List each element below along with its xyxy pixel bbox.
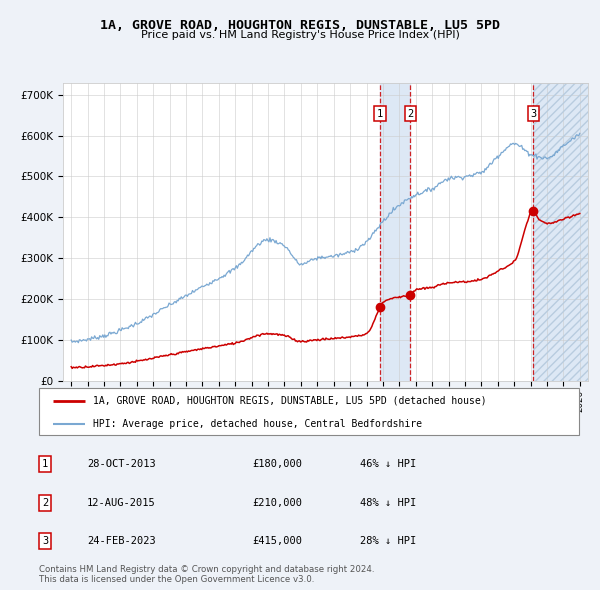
Bar [533, 83, 588, 381]
Text: 2: 2 [42, 498, 48, 507]
Text: 46% ↓ HPI: 46% ↓ HPI [360, 460, 416, 469]
Text: 2: 2 [407, 109, 413, 119]
Bar [533, 83, 588, 381]
Bar [380, 83, 410, 381]
Text: £415,000: £415,000 [252, 536, 302, 546]
Text: 28-OCT-2013: 28-OCT-2013 [87, 460, 156, 469]
Text: 48% ↓ HPI: 48% ↓ HPI [360, 498, 416, 507]
Text: 28% ↓ HPI: 28% ↓ HPI [360, 536, 416, 546]
Text: Price paid vs. HM Land Registry's House Price Index (HPI): Price paid vs. HM Land Registry's House … [140, 30, 460, 40]
Text: 3: 3 [42, 536, 48, 546]
FancyBboxPatch shape [39, 388, 579, 435]
Text: 1A, GROVE ROAD, HOUGHTON REGIS, DUNSTABLE, LU5 5PD (detached house): 1A, GROVE ROAD, HOUGHTON REGIS, DUNSTABL… [93, 396, 487, 406]
Text: £210,000: £210,000 [252, 498, 302, 507]
Text: 24-FEB-2023: 24-FEB-2023 [87, 536, 156, 546]
Text: £180,000: £180,000 [252, 460, 302, 469]
Text: Contains HM Land Registry data © Crown copyright and database right 2024.
This d: Contains HM Land Registry data © Crown c… [39, 565, 374, 584]
Text: 12-AUG-2015: 12-AUG-2015 [87, 498, 156, 507]
Text: 1: 1 [377, 109, 383, 119]
Text: 1A, GROVE ROAD, HOUGHTON REGIS, DUNSTABLE, LU5 5PD: 1A, GROVE ROAD, HOUGHTON REGIS, DUNSTABL… [100, 19, 500, 32]
Text: HPI: Average price, detached house, Central Bedfordshire: HPI: Average price, detached house, Cent… [93, 419, 422, 430]
Text: 3: 3 [530, 109, 536, 119]
Text: 1: 1 [42, 460, 48, 469]
